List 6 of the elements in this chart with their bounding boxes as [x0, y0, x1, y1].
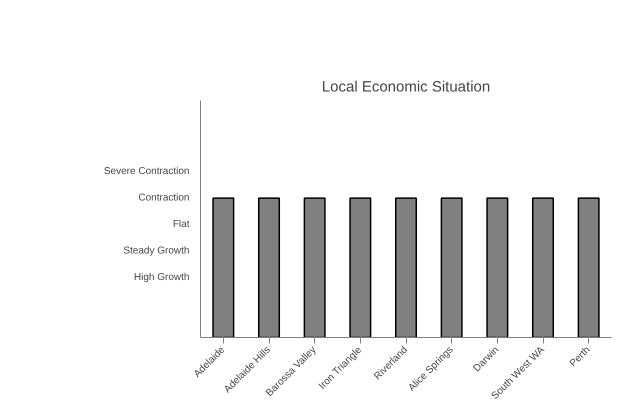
- text: High Growth: [134, 272, 190, 284]
- text: Steady Growth: [123, 246, 190, 257]
- chart-title: Local Economic Situation: [322, 78, 490, 96]
- text: Flat: [172, 219, 190, 230]
- text: Contraction: [138, 192, 190, 204]
- text: Severe Contraction: [104, 166, 190, 178]
